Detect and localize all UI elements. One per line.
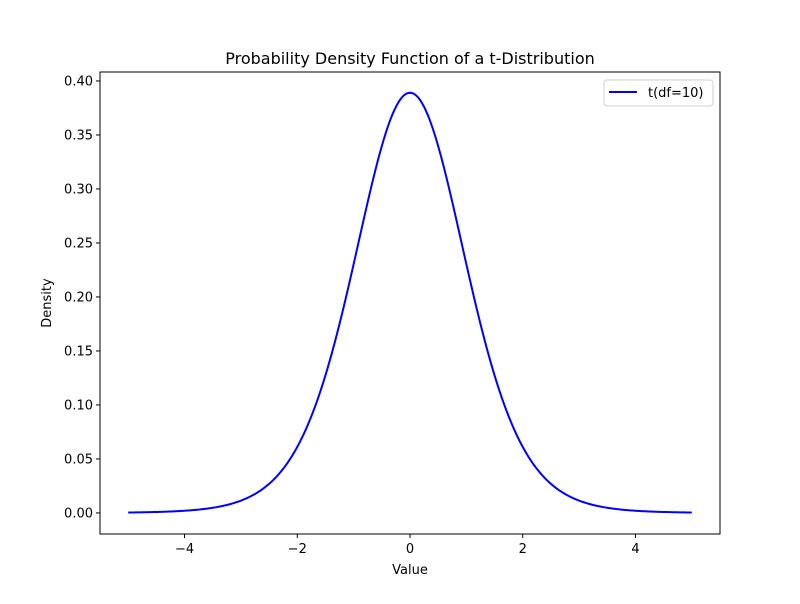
chart-title: Probability Density Function of a t-Dist… — [225, 49, 595, 68]
legend-label: t(df=10) — [648, 86, 704, 101]
series-line — [128, 91, 692, 514]
x-axis-label: Value — [392, 563, 428, 578]
y-axis-ticks: 0.00 0.05 0.10 0.15 0.20 0.25 0.30 0.35 0.40 — [64, 74, 100, 521]
y-tick-label: 0.05 — [64, 452, 93, 467]
x-tick-label: 0 — [406, 542, 414, 557]
legend-box — [603, 79, 714, 107]
y-tick-label: 0.10 — [64, 398, 93, 413]
x-tick-label: −4 — [175, 542, 194, 557]
y-axis-label: Density — [40, 278, 55, 328]
y-tick-label: 0.35 — [64, 128, 93, 143]
x-axis-ticks: −4 −2 0 2 4 — [175, 534, 640, 557]
y-tick-label: 0.00 — [64, 506, 93, 521]
series-layer — [128, 91, 692, 514]
x-tick-label: 2 — [519, 542, 527, 557]
legend: t(df=10) — [603, 79, 714, 107]
y-tick-label: 0.30 — [64, 182, 93, 197]
x-tick-label: 4 — [631, 542, 639, 557]
x-tick-label: −2 — [288, 542, 307, 557]
y-tick-label: 0.15 — [64, 344, 93, 359]
y-tick-label: 0.25 — [64, 236, 93, 251]
y-tick-label: 0.20 — [64, 290, 93, 305]
y-tick-label: 0.40 — [64, 74, 93, 89]
